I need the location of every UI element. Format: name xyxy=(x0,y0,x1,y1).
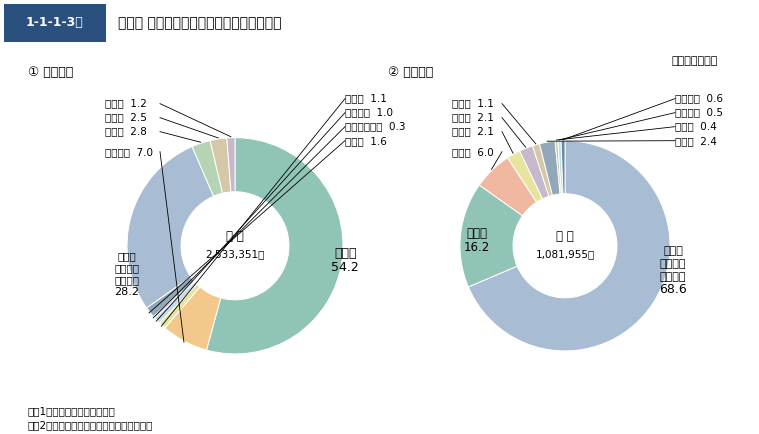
Wedge shape xyxy=(227,138,235,192)
Text: 運転過失: 運転過失 xyxy=(660,259,686,269)
Text: ② 検挙人員: ② 検挙人員 xyxy=(388,66,433,79)
Text: 16.2: 16.2 xyxy=(464,241,490,254)
Text: 致死傷等: 致死傷等 xyxy=(660,272,686,282)
Text: 住居侵入  0.5: 住居侵入 0.5 xyxy=(675,108,723,118)
Wedge shape xyxy=(192,141,222,196)
Text: 住居侵入  1.0: 住居侵入 1.0 xyxy=(345,108,393,118)
Text: 1-1-1-3図: 1-1-1-3図 xyxy=(26,16,83,29)
Wedge shape xyxy=(558,141,563,194)
Text: 致死傷等: 致死傷等 xyxy=(115,275,140,285)
Wedge shape xyxy=(533,144,553,196)
Text: 暴　行  1.2: 暴 行 1.2 xyxy=(105,99,147,108)
Wedge shape xyxy=(460,185,522,287)
Text: 運転過失: 運転過失 xyxy=(115,263,140,273)
Text: ① 認知件数: ① 認知件数 xyxy=(28,66,74,79)
Text: 横　領  6.0: 横 領 6.0 xyxy=(452,147,494,157)
Text: 28.2: 28.2 xyxy=(115,287,140,297)
Text: 自動車: 自動車 xyxy=(118,251,137,261)
Text: その他  2.4: その他 2.4 xyxy=(675,136,716,146)
Text: 器物損壊  7.0: 器物損壊 7.0 xyxy=(105,147,153,157)
Text: 窃　盗: 窃 盗 xyxy=(467,227,487,240)
Text: 強制わいせつ  0.3: 強制わいせつ 0.3 xyxy=(345,122,405,132)
Wedge shape xyxy=(165,287,221,350)
Text: 自動車: 自動車 xyxy=(663,246,683,256)
Wedge shape xyxy=(127,147,213,308)
Wedge shape xyxy=(561,141,565,194)
Text: 窃　盗: 窃 盗 xyxy=(334,247,357,260)
Text: 1,081,955人: 1,081,955人 xyxy=(535,249,594,259)
Text: 2,533,351件: 2,533,351件 xyxy=(206,249,265,259)
Wedge shape xyxy=(153,281,195,318)
Text: 総 数: 総 数 xyxy=(556,230,574,243)
Text: 傷　害  1.1: 傷 害 1.1 xyxy=(345,94,387,104)
Wedge shape xyxy=(159,284,200,328)
Wedge shape xyxy=(155,282,197,323)
Text: 刑法犯 認知件数・検挙人員の罪名別構成比: 刑法犯 認知件数・検挙人員の罪名別構成比 xyxy=(118,16,281,30)
Wedge shape xyxy=(206,138,343,354)
Text: 54.2: 54.2 xyxy=(332,261,359,274)
Text: 器物損壊  0.6: 器物損壊 0.6 xyxy=(675,94,723,104)
Wedge shape xyxy=(146,277,194,316)
Text: 総 数: 総 数 xyxy=(226,230,244,243)
Text: （平成２０年）: （平成２０年） xyxy=(672,56,718,66)
Text: その他  1.6: その他 1.6 xyxy=(345,136,387,146)
Wedge shape xyxy=(210,138,231,193)
Text: 暴　行  2.1: 暴 行 2.1 xyxy=(452,113,494,123)
Text: 詐　欺  2.5: 詐 欺 2.5 xyxy=(105,113,147,123)
Wedge shape xyxy=(508,151,543,202)
Wedge shape xyxy=(479,158,537,216)
Wedge shape xyxy=(468,141,670,351)
Wedge shape xyxy=(555,141,562,194)
FancyBboxPatch shape xyxy=(4,3,106,42)
Text: 傷　害  2.1: 傷 害 2.1 xyxy=(452,127,494,137)
Text: 横　領  2.8: 横 領 2.8 xyxy=(105,127,147,137)
Text: 注、1　警察庁の統計による。: 注、1 警察庁の統計による。 xyxy=(28,406,116,416)
Text: 恐　喝  0.4: 恐 喝 0.4 xyxy=(675,122,716,132)
Text: 68.6: 68.6 xyxy=(659,283,687,296)
Wedge shape xyxy=(520,146,549,199)
Text: 詐　欺  1.1: 詐 欺 1.1 xyxy=(452,99,494,108)
Wedge shape xyxy=(540,141,560,195)
Text: 2　「横領」は，違失物等横領を含む。: 2 「横領」は，違失物等横領を含む。 xyxy=(28,420,153,430)
